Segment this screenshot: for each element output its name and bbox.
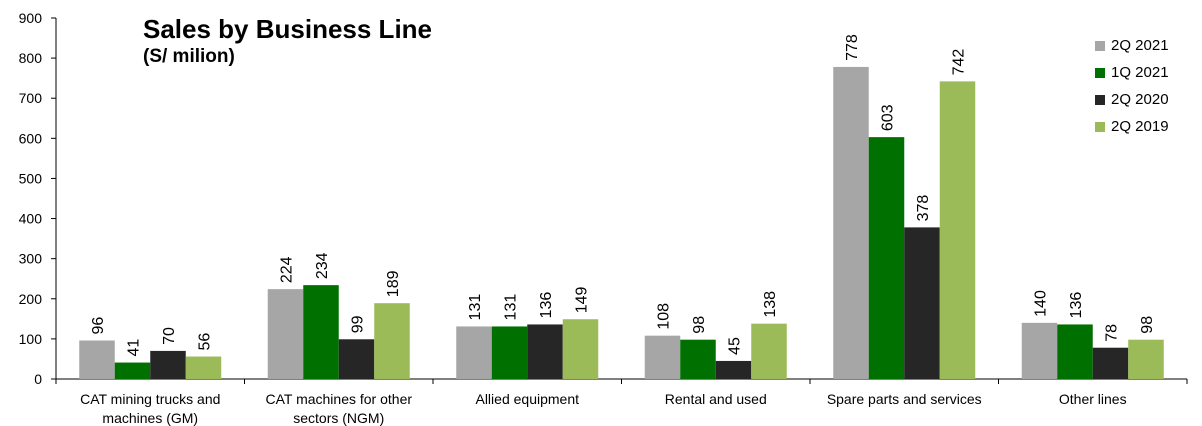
bar <box>868 137 905 379</box>
bar <box>644 335 681 379</box>
y-tick-label: 700 <box>19 90 43 106</box>
data-label: 603 <box>880 104 897 131</box>
data-label: 136 <box>1068 292 1085 319</box>
legend: 2Q 2021 1Q 2021 2Q 2020 2Q 2019 <box>1095 32 1169 140</box>
bar <box>114 362 151 379</box>
bar <box>491 326 528 379</box>
data-label: 131 <box>467 294 484 321</box>
chart-subtitle: (S/ milion) <box>143 46 235 67</box>
y-tick-label: 300 <box>19 251 43 267</box>
legend-item-2q-2021: 2Q 2021 <box>1095 32 1169 59</box>
data-label: 98 <box>691 316 708 334</box>
data-label: 98 <box>1139 316 1156 334</box>
bar <box>939 81 976 380</box>
bar <box>562 319 599 379</box>
chart-title: Sales by Business Line <box>143 14 433 44</box>
legend-item-2q-2020: 2Q 2020 <box>1095 86 1169 113</box>
bar <box>303 285 339 379</box>
data-label: 41 <box>126 339 143 357</box>
data-label: 131 <box>503 294 520 321</box>
category-label: Allied equipment <box>475 391 579 407</box>
legend-swatch-2q-2020 <box>1095 94 1105 105</box>
legend-label-2q-2021: 2Q 2021 <box>1111 37 1169 54</box>
data-label: 378 <box>915 195 932 222</box>
y-tick-label: 800 <box>19 50 43 66</box>
legend-label-2q-2019: 2Q 2019 <box>1111 118 1169 135</box>
category-label: sectors (NGM) <box>293 410 384 426</box>
data-label: 56 <box>197 333 214 351</box>
bar <box>904 227 940 379</box>
category-label: machines (GM) <box>102 410 198 426</box>
data-label: 778 <box>844 34 861 61</box>
data-label: 78 <box>1104 324 1121 342</box>
y-tick-label: 100 <box>19 331 43 347</box>
data-label: 99 <box>350 315 367 333</box>
category-label: Other lines <box>1059 391 1127 407</box>
legend-swatch-2q-2021 <box>1095 40 1105 51</box>
data-label: 224 <box>279 256 296 283</box>
data-label: 138 <box>762 291 779 318</box>
bar <box>185 356 222 379</box>
y-tick-label: 400 <box>19 211 43 227</box>
bar <box>1092 347 1129 379</box>
legend-swatch-2q-2019 <box>1095 121 1105 132</box>
bar <box>267 289 304 379</box>
data-label: 70 <box>161 327 178 345</box>
data-label: 45 <box>727 337 744 355</box>
bar <box>527 324 563 379</box>
category-label: CAT mining trucks and <box>80 391 220 407</box>
data-label: 108 <box>656 303 673 330</box>
bar <box>833 66 869 380</box>
bar <box>79 340 115 379</box>
category-label: CAT machines for other <box>265 391 412 407</box>
legend-label-2q-2020: 2Q 2020 <box>1111 91 1169 108</box>
bar <box>715 360 752 379</box>
category-label: Rental and used <box>665 391 767 407</box>
data-label: 136 <box>538 292 555 319</box>
y-tick-label: 900 <box>19 10 43 26</box>
data-label: 742 <box>951 49 968 76</box>
data-label: 149 <box>574 286 591 313</box>
data-label: 96 <box>90 317 107 335</box>
y-tick-label: 0 <box>34 371 42 387</box>
y-tick-label: 200 <box>19 291 43 307</box>
data-label: 234 <box>314 252 331 279</box>
bar <box>1128 339 1164 379</box>
legend-swatch-1q-2021 <box>1095 67 1105 78</box>
bar <box>1057 324 1093 379</box>
y-tick-label: 600 <box>19 130 43 146</box>
bar <box>374 303 410 379</box>
category-label: Spare parts and services <box>827 391 982 407</box>
bar <box>751 323 787 379</box>
data-label: 189 <box>385 270 402 297</box>
bar <box>456 326 492 379</box>
y-tick-label: 500 <box>19 170 43 186</box>
bar <box>338 339 375 379</box>
legend-item-1q-2021: 1Q 2021 <box>1095 59 1169 86</box>
legend-item-2q-2019: 2Q 2019 <box>1095 113 1169 140</box>
bar <box>150 350 186 379</box>
bar <box>680 339 716 379</box>
bar <box>1021 322 1058 379</box>
legend-label-1q-2021: 1Q 2021 <box>1111 64 1169 81</box>
data-label: 140 <box>1033 290 1050 317</box>
